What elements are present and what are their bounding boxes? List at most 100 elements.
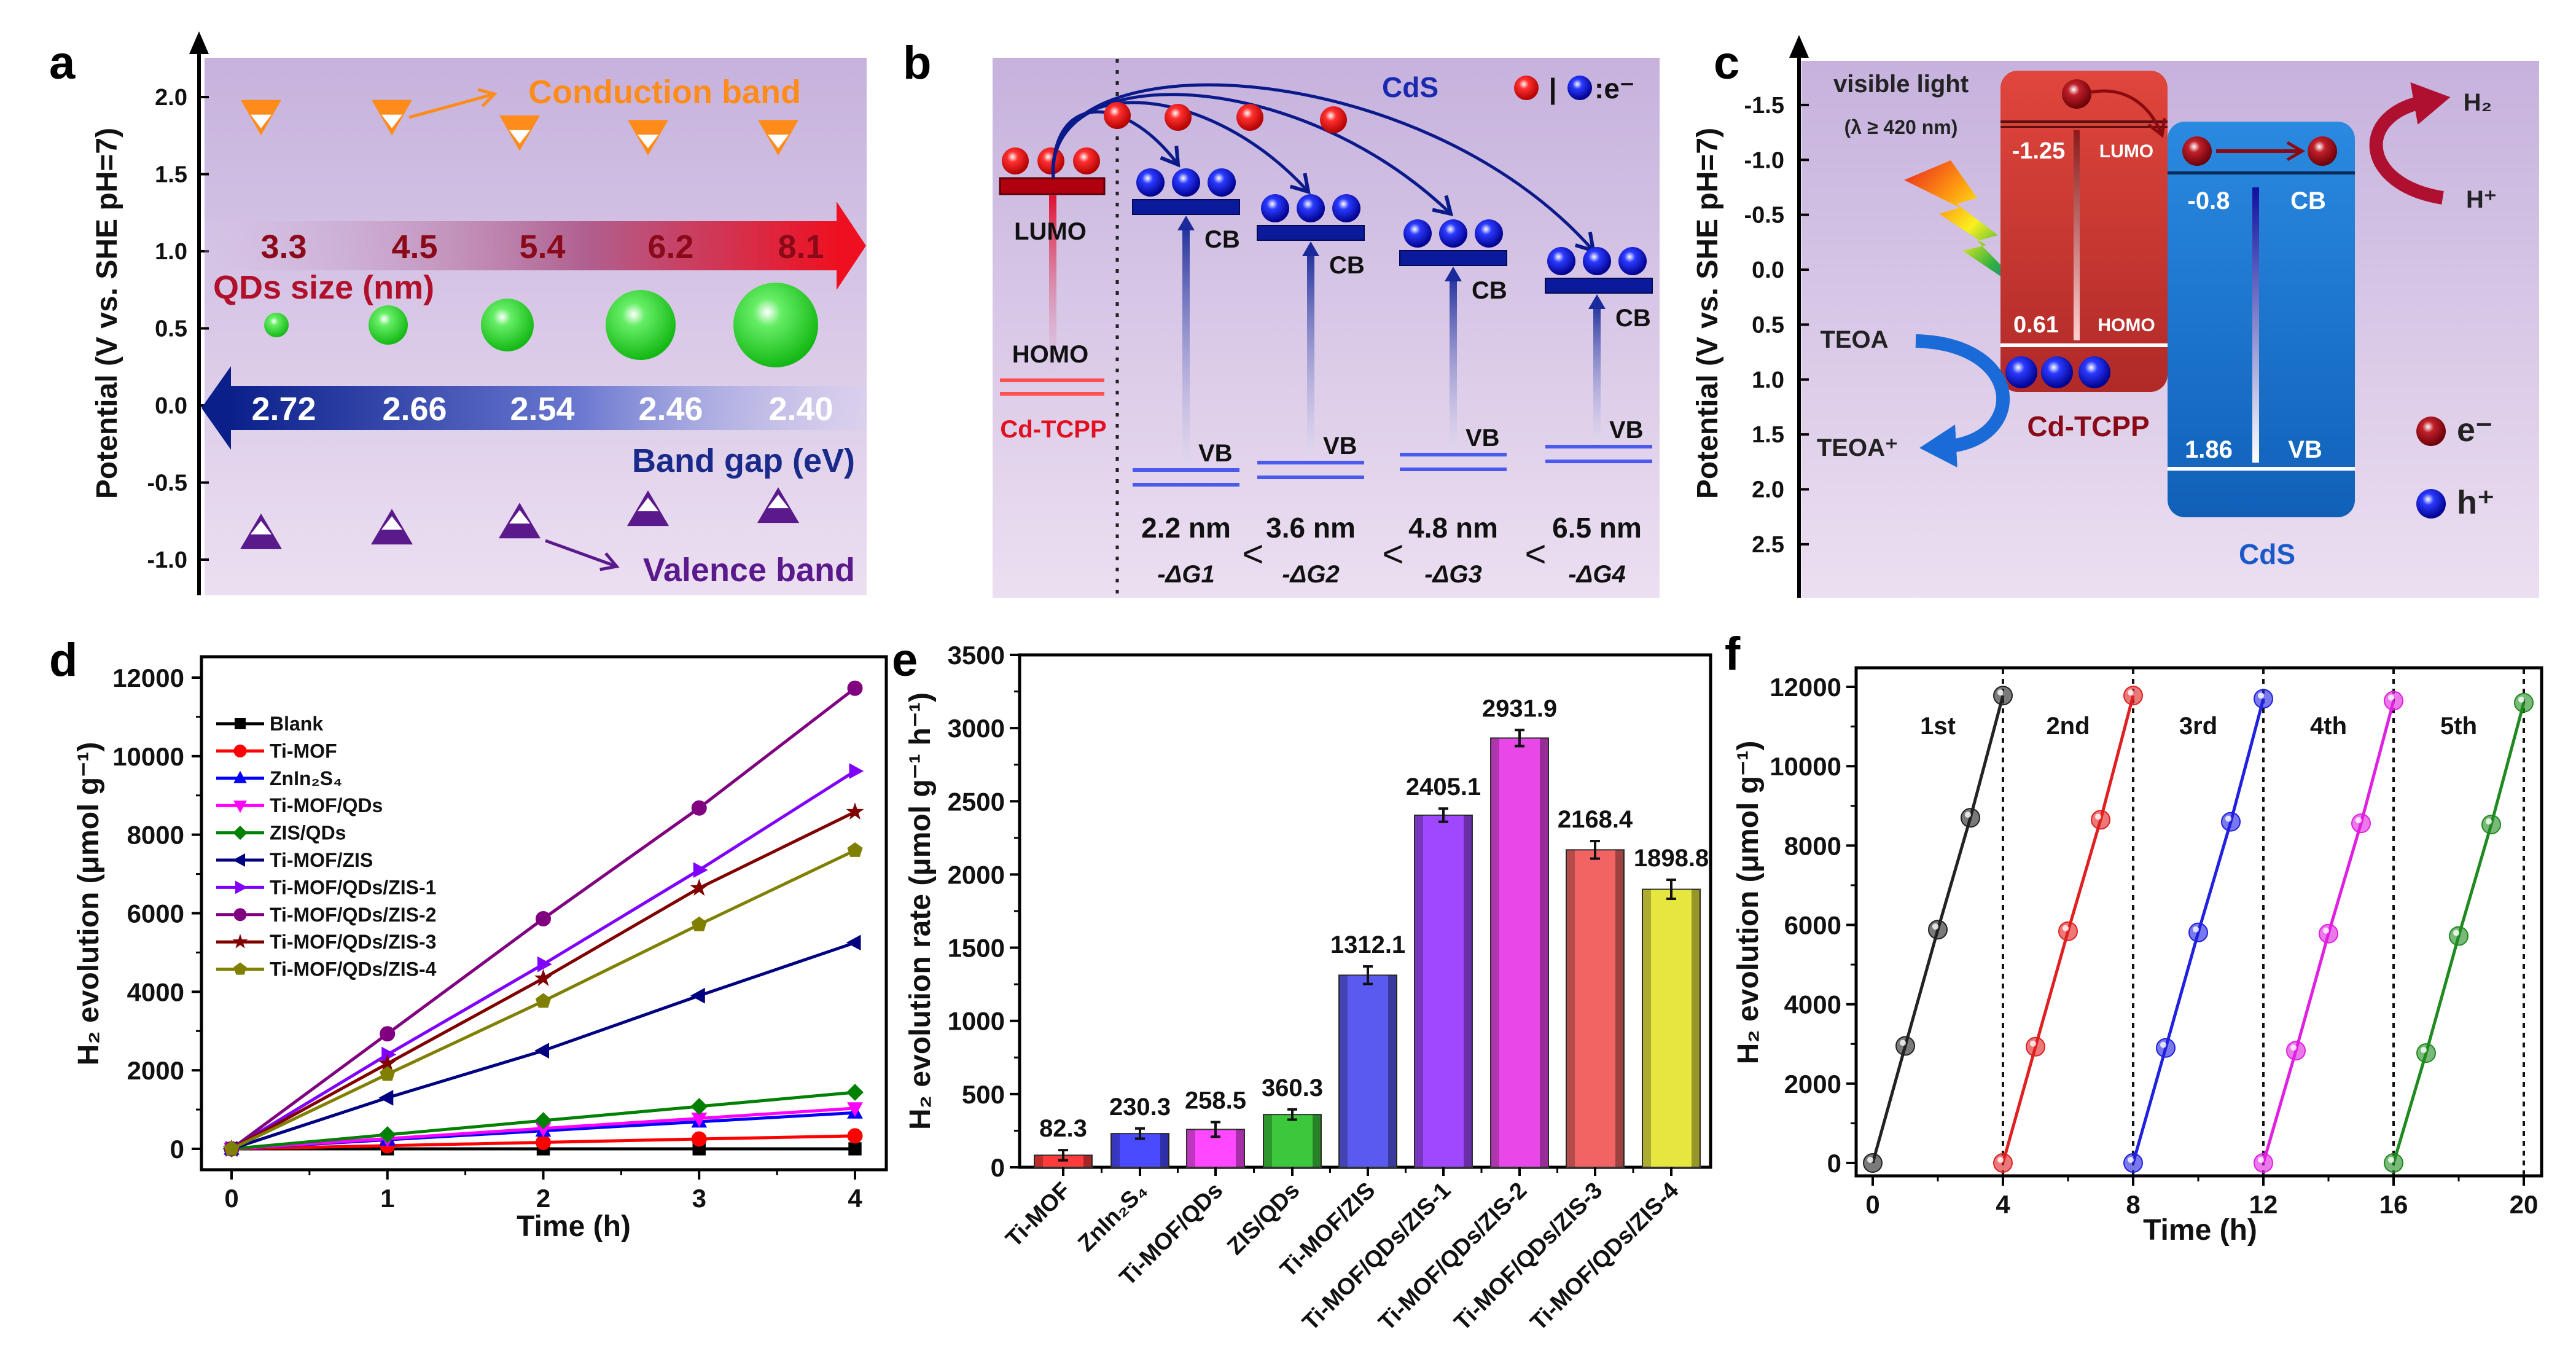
conduction-band-label: Conduction band — [528, 74, 801, 111]
bar-shade — [1236, 1129, 1244, 1167]
cb-label: CB — [1615, 305, 1651, 332]
x-tick-label: 3 — [692, 1184, 706, 1213]
bar — [1490, 737, 1549, 1168]
data-point-highlight — [2128, 1157, 2134, 1163]
cb-level-bar — [1257, 225, 1365, 241]
electron-icon — [1037, 147, 1064, 174]
vb-label: VB — [1609, 417, 1644, 444]
y-axis-label: H₂ evolution (μmol g⁻¹) — [1732, 741, 1765, 1065]
series-ti-mof-qds-zis-2: Ti-MOF/QDs/ZIS-2 — [216, 680, 863, 1157]
band-gap-arrowhead-icon — [201, 366, 231, 450]
legend-label: Ti-MOF/QDs/ZIS-1 — [270, 876, 436, 898]
x-tick-label: 0 — [224, 1184, 238, 1213]
bar-shade — [1160, 1133, 1169, 1167]
band-gap-value: 2.54 — [510, 391, 574, 428]
data-point — [2384, 691, 2403, 711]
y-tick-label: 0 — [170, 1135, 184, 1164]
bar-shade — [1566, 850, 1575, 1167]
homo-label-c: HOMO — [2098, 315, 2155, 335]
bar-shade — [1692, 889, 1700, 1167]
qd-size-label: QDs size (nm) — [213, 269, 434, 306]
panel-b-charge-transfer-diagram: b CdS | :e⁻ LUMO HOMO Cd-TCPP CB VB 2.2 nm… — [903, 37, 1660, 598]
valence-band-triangle-inner — [768, 495, 789, 509]
bar-value-label: 2168.4 — [1558, 806, 1633, 833]
data-point-highlight — [2486, 818, 2492, 825]
y-tick-label: 8000 — [127, 821, 184, 850]
qd-size-value: 8.1 — [778, 229, 824, 265]
data-point — [2221, 812, 2241, 832]
x-tick-label: 4 — [1996, 1190, 2010, 1219]
cds-electron-icon — [1439, 219, 1467, 248]
data-point-highlight — [2421, 1047, 2427, 1054]
legend-separator: | — [1549, 72, 1557, 104]
electron-transfer-arrow — [2091, 89, 2166, 138]
data-point-highlight — [2323, 927, 2329, 934]
cds-cb-line — [2168, 171, 2355, 174]
data-point-highlight — [1867, 1157, 1873, 1163]
series-ti-mof-qds-zis-1: Ti-MOF/QDs/ZIS-1 — [216, 763, 864, 1157]
conduction-band-pointer-arrow — [408, 88, 498, 119]
bar-shade — [1187, 1129, 1195, 1167]
legend-label: Ti-MOF/ZIS — [270, 849, 373, 871]
y-tick-label: 2000 — [127, 1056, 184, 1085]
data-point — [2091, 810, 2110, 830]
valence-band-triangle-inner — [638, 498, 658, 512]
data-point-highlight — [2355, 817, 2362, 824]
cycle-5: 5th — [2384, 692, 2534, 1173]
panel-a-y-axis-label: Potential (V vs. SHE pH=7) — [91, 128, 123, 499]
band-gap-value: 2.72 — [251, 391, 316, 428]
less-than-sign: < — [1524, 533, 1546, 574]
x-tick-label: 20 — [2510, 1190, 2539, 1219]
cds-size-label: 3.6 nm — [1266, 512, 1356, 544]
cds-electron-icon — [1332, 194, 1360, 222]
bar-shade — [1464, 815, 1472, 1167]
vb-value: 1.86 — [2185, 436, 2233, 463]
bar-value-label: 360.3 — [1262, 1074, 1323, 1102]
data-point-highlight — [2258, 1157, 2264, 1163]
arrowhead-icon — [1445, 267, 1462, 281]
data-point-highlight — [2225, 815, 2231, 822]
cb-label: CB — [1472, 277, 1507, 304]
hole-legend-label: h⁺ — [2457, 484, 2495, 521]
band-gap-value: 2.46 — [638, 391, 703, 428]
bar — [1338, 974, 1397, 1168]
x-axis-label: Time (h) — [517, 1210, 631, 1243]
transferring-electron-icon — [1320, 106, 1347, 133]
data-point — [690, 987, 705, 1004]
cycle-3: 3rd — [2123, 689, 2273, 1173]
y-tick-label: 2500 — [948, 787, 1005, 816]
wavelength-label: (λ ≥ 420 nm) — [1844, 116, 1958, 138]
data-point — [378, 1126, 396, 1143]
data-point — [2319, 923, 2338, 944]
cds-electron-icon — [1547, 247, 1575, 275]
y-axis-arrow-icon — [189, 31, 209, 54]
y-tick-label: -1.0 — [147, 547, 187, 573]
cb-label-c: CB — [2290, 187, 2326, 214]
data-point-highlight — [1900, 1039, 1906, 1046]
legend-label: Ti-MOF/QDs/ZIS-2 — [270, 904, 436, 926]
cds-electron-icon — [1618, 247, 1647, 275]
data-point — [537, 956, 552, 973]
data-point-highlight — [1932, 923, 1938, 930]
bar-value-label: 82.3 — [1039, 1115, 1087, 1142]
bar-value-label: 230.3 — [1109, 1094, 1171, 1121]
lumo-level-bar — [999, 177, 1106, 195]
category-label: Ti-MOF/QDs/ZIS-1 — [1298, 1178, 1456, 1336]
data-point — [535, 993, 552, 1008]
h2-label: H₂ — [2464, 89, 2492, 116]
data-point — [2254, 689, 2273, 709]
cycle-4: 4th — [2254, 691, 2403, 1173]
electron-legend-label: e⁻ — [2457, 412, 2493, 448]
conduction-band-triangle-inner — [768, 135, 789, 149]
hydrogen-evolution-arrow — [2369, 82, 2451, 205]
data-point — [380, 1066, 396, 1081]
data-point — [2351, 813, 2371, 834]
legend-marker-icon — [232, 934, 248, 949]
lumo-value: -1.25 — [2012, 138, 2066, 164]
cycle-label: 1st — [1920, 713, 1956, 740]
data-point — [846, 934, 861, 951]
visible-light-lightning-icon — [1904, 160, 2033, 298]
y-tick-label: 0.0 — [1752, 257, 1784, 283]
data-point-highlight — [2128, 689, 2134, 696]
panel-label-c: c — [1714, 37, 1739, 89]
